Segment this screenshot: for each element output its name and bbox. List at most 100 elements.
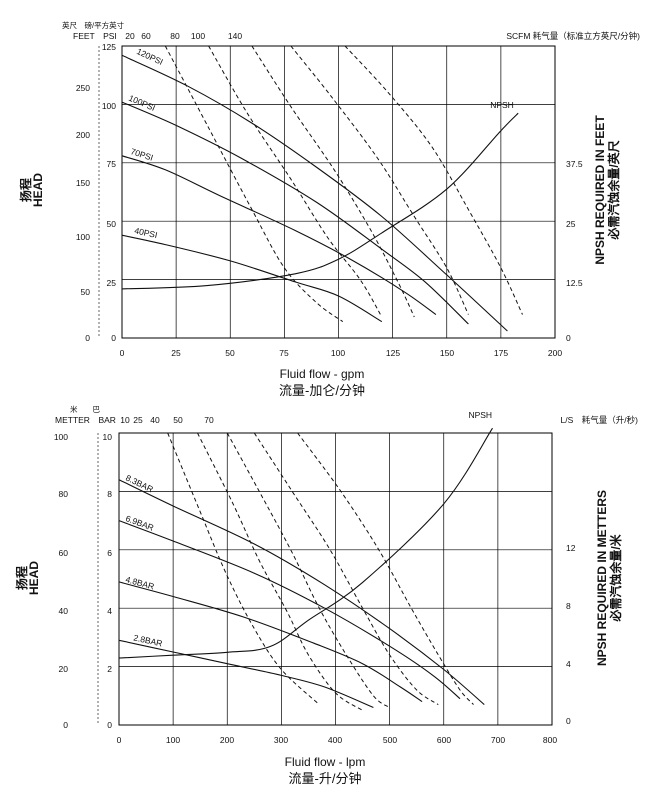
chart1-x-axis-label-zh: 流量-加仑/分钟 — [279, 383, 365, 398]
chart1-x-tick: 50 — [225, 348, 235, 358]
chart1-y-axis-label: HEAD — [31, 173, 45, 207]
pressure-curve-40psi — [121, 234, 383, 323]
chart2-bar-axis-tick: 4 — [107, 606, 112, 616]
air-consumption-curve-3 — [251, 45, 415, 318]
npsh-curve-label: NPSH — [490, 100, 514, 110]
chart2-npsh-axis-tick: 12 — [566, 543, 576, 553]
air-consumption-curve-1 — [164, 45, 344, 323]
chart2-npsh-axis-tick: 8 — [566, 601, 571, 611]
chart1-x-axis-label: Fluid flow - gpm — [280, 367, 365, 381]
chart2-bar-tick: 70 — [204, 415, 214, 425]
chart2-bar-axis-tick: 8 — [107, 489, 112, 499]
chart2-x-tick: 400 — [328, 735, 342, 745]
pressure-curve-6.9bar — [118, 520, 461, 700]
chart2-meter-tick: 60 — [59, 548, 69, 558]
pressure-curve-120psi — [121, 54, 508, 332]
air-consumption-curve-4 — [290, 45, 469, 315]
chart1-psi-axis-tick: 50 — [107, 219, 117, 229]
chart2-x-tick: 600 — [437, 735, 451, 745]
chart1-x-tick: 100 — [331, 348, 345, 358]
air-consumption-curve-1 — [167, 432, 320, 705]
chart2-bar-tick: 40 — [150, 415, 160, 425]
air-consumption-curve-4 — [253, 432, 439, 706]
chart1-x-tick: 150 — [440, 348, 454, 358]
chart2-right-axis-label-zh: 必需汽蚀余量/米 — [608, 533, 623, 622]
pressure-curve-label: 6.9BAR — [124, 513, 155, 533]
chart2-x-tick: 100 — [166, 735, 180, 745]
chart2-y-axis-label-zh: 扬程 — [14, 566, 29, 590]
chart2-meter-tick: 80 — [59, 489, 69, 499]
chart1-x-tick: 125 — [386, 348, 400, 358]
air-consumption-curve-2 — [197, 432, 363, 711]
chart2-plot-frame — [118, 432, 553, 726]
chart1-feet-tick: 100 — [76, 232, 90, 242]
chart1-npsh-axis-tick: 0 — [566, 333, 571, 343]
pressure-curve-70psi — [121, 155, 437, 316]
pressure-curve-4.8bar — [118, 581, 423, 703]
chart1-psi-axis-tick: 0 — [111, 333, 116, 343]
chart1-feet-tick: 150 — [76, 178, 90, 188]
chart2-top-unit-zh: 米 巴 — [70, 404, 100, 414]
chart1-right-axis-label: NPSH REQUIRED IN FEET — [593, 115, 607, 265]
chart2-bar-axis-tick: 6 — [107, 548, 112, 558]
npsh-curve-line — [121, 112, 519, 290]
chart2-bar-axis-tick: 2 — [107, 664, 112, 674]
chart2-x-tick: 700 — [491, 735, 505, 745]
chart1-npsh-curve: NPSH — [121, 100, 519, 290]
chart2-bar-axis-tick: 0 — [107, 720, 112, 730]
chart2-meter-tick: 0 — [63, 720, 68, 730]
chart1-y-axis-label-zh: 扬程 — [18, 178, 33, 202]
chart2-y-axis-label: HEAD — [27, 561, 41, 595]
chart1-psi-tick: 140 — [228, 31, 242, 41]
chart2-x-tick: 800 — [543, 735, 557, 745]
chart1-psi-tick: 60 — [141, 31, 151, 41]
chart1-feet-tick: 200 — [76, 130, 90, 140]
chart2-meter-tick: 100 — [54, 432, 68, 442]
chart1-right-axis-label-zh: 必需汽蚀余量/英尺 — [606, 140, 621, 240]
chart2-right-axis-label: NPSH REQUIRED IN METTERS — [595, 490, 609, 666]
chart2-bar-tick: 10 — [120, 415, 130, 425]
chart2-bar-tick: 25 — [133, 415, 143, 425]
air-consumption-curve-5 — [297, 432, 474, 705]
air-consumption-curve-2 — [208, 45, 383, 318]
chart2-bar-tick: 50 — [173, 415, 183, 425]
chart1-top-right-label: SCFM 耗气量（标准立方英尺/分钟) — [506, 31, 640, 41]
chart1-psi-axis-tick: 125 — [102, 42, 116, 52]
chart2-x-tick: 0 — [117, 735, 122, 745]
chart2-bar-axis-tick: 10 — [103, 432, 113, 442]
pressure-curve-label: 4.8BAR — [124, 574, 155, 591]
air-consumption-curve-3 — [226, 432, 390, 708]
pressure-curve-8.3bar — [118, 479, 485, 706]
pressure-curve-label: 8.3BAR — [124, 473, 155, 495]
chart2-npsh-axis-tick: 0 — [566, 716, 571, 726]
chart-gpm: 英尺 磅/平方英寸 FEET PSI 20 60 80 100 140 SCFM… — [18, 20, 640, 398]
chart2-top-right-label: L/S 耗气量（升/秒) — [561, 415, 639, 425]
chart1-psi-axis-tick: 100 — [102, 101, 116, 111]
pressure-curve-2.8bar — [118, 639, 374, 709]
pressure-curve-100psi — [121, 101, 469, 325]
chart1-psi-tick: 20 — [125, 31, 135, 41]
chart1-x-tick: 25 — [171, 348, 181, 358]
chart2-x-tick: 300 — [274, 735, 288, 745]
chart1-psi-axis-tick: 25 — [107, 278, 117, 288]
pressure-curve-label: 70PSI — [129, 146, 154, 163]
chart1-feet-tick: 250 — [76, 83, 90, 93]
chart1-gridlines — [122, 46, 555, 338]
npsh-curve-label: NPSH — [468, 410, 492, 420]
chart1-npsh-axis-tick: 37.5 — [566, 159, 583, 169]
chart2-meter-tick: 40 — [59, 606, 69, 616]
chart1-top-unit-zh: 英尺 磅/平方英寸 — [62, 20, 125, 30]
chart2-x-tick: 500 — [383, 735, 397, 745]
chart2-air-curves — [167, 432, 474, 711]
chart1-npsh-axis-tick: 25 — [566, 219, 576, 229]
chart2-meter-tick: 20 — [59, 664, 69, 674]
air-consumption-curve-5 — [344, 45, 523, 315]
chart1-x-tick: 200 — [548, 348, 562, 358]
chart1-x-tick: 75 — [279, 348, 289, 358]
chart1-psi-tick: 100 — [191, 31, 205, 41]
chart1-feet-tick: 0 — [85, 333, 90, 343]
chart2-gridlines — [119, 433, 552, 725]
